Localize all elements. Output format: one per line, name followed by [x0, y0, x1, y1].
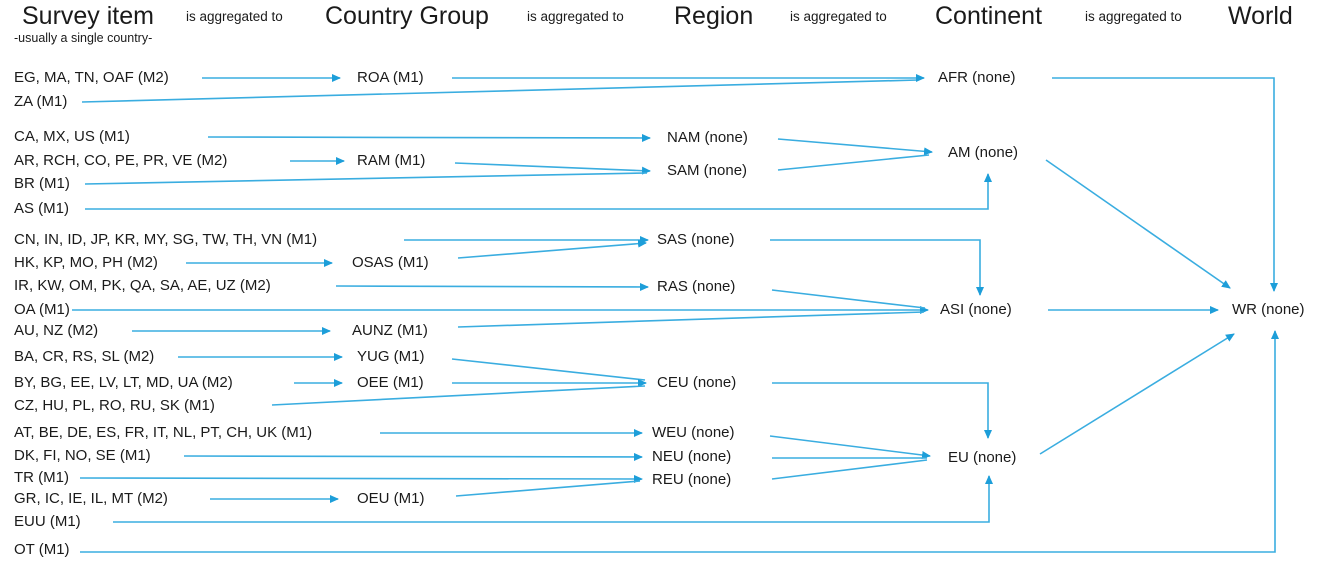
- region-neu: NEU (none): [652, 447, 734, 466]
- edge-ot-wr: [80, 330, 1279, 553]
- column-header-world: World: [1228, 2, 1293, 30]
- column-header-survey-item: Survey item: [22, 2, 154, 30]
- edge-br-sam: [84, 172, 648, 185]
- survey-item-cn-group: CN, IN, ID, JP, KR, MY, SG, TW, TH, VN (…: [14, 230, 320, 249]
- column-header-continent: Continent: [935, 2, 1043, 30]
- edge-osas-sas: [457, 239, 647, 259]
- country-group-yug: YUG (M1): [357, 347, 427, 366]
- country-group-osas: OSAS (M1): [352, 253, 431, 272]
- edge-dk-neu: [183, 452, 643, 461]
- survey-item-dk-fi-no-se: DK, FI, NO, SE (M1): [14, 446, 153, 465]
- aggregation-label-3: is aggregated to: [790, 9, 887, 24]
- continent-eu: EU (none): [948, 448, 1019, 467]
- edge-am-wr: [1045, 159, 1231, 289]
- edge-tr-reu: [79, 474, 643, 483]
- survey-item-oa: OA (M1): [14, 300, 72, 319]
- edge-ram-sam: [454, 162, 651, 175]
- world-wr: WR (none): [1232, 300, 1307, 319]
- survey-item-ba-cr-rs-sl: BA, CR, RS, SL (M2): [14, 347, 157, 366]
- country-group-ram: RAM (M1): [357, 151, 428, 170]
- country-group-oee: OEE (M1): [357, 373, 426, 392]
- edge-afr-wr: [1052, 77, 1278, 292]
- continent-asi: ASI (none): [940, 300, 1014, 319]
- survey-item-za: ZA (M1): [14, 92, 70, 111]
- survey-item-ir-group: IR, KW, OM, PK, QA, SA, AE, UZ (M2): [14, 276, 273, 295]
- aggregation-label-4: is aggregated to: [1085, 9, 1182, 24]
- survey-item-ca-mx-us: CA, MX, US (M1): [14, 127, 132, 146]
- survey-item-hk-kp-mo-ph: HK, KP, MO, PH (M2): [14, 253, 160, 272]
- column-header-survey-item-subtitle: -usually a single country-: [14, 31, 153, 45]
- survey-item-ar-rch-co-pe-pr-ve: AR, RCH, CO, PE, PR, VE (M2): [14, 151, 230, 170]
- edge-aunz-asi: [457, 311, 925, 328]
- region-sam: SAM (none): [667, 161, 750, 180]
- region-weu: WEU (none): [652, 423, 737, 442]
- column-header-region: Region: [674, 2, 754, 30]
- aggregation-label-2: is aggregated to: [527, 9, 624, 24]
- survey-item-at-group: AT, BE, DE, ES, FR, IT, NL, PT, CH, UK (…: [14, 423, 315, 442]
- region-ras: RAS (none): [657, 277, 738, 296]
- survey-item-tr: TR (M1): [14, 468, 71, 487]
- region-reu: REU (none): [652, 470, 734, 489]
- edge-eu-wr: [1039, 333, 1235, 455]
- survey-item-gr-ic-ie-il-mt: GR, IC, IE, IL, MT (M2): [14, 489, 170, 508]
- edge-yug-ceu: [451, 358, 646, 381]
- survey-item-cz-group: CZ, HU, PL, RO, RU, SK (M1): [14, 396, 217, 415]
- edge-ir-ras: [335, 282, 649, 291]
- survey-item-by-group: BY, BG, EE, LV, LT, MD, UA (M2): [14, 373, 235, 392]
- edge-nam-am: [777, 138, 933, 156]
- survey-item-as: AS (M1): [14, 199, 72, 218]
- edge-as-am: [85, 173, 992, 210]
- survey-item-br: BR (M1): [14, 174, 72, 193]
- column-header-country-group: Country Group: [325, 2, 489, 30]
- aggregation-label-1: is aggregated to: [186, 9, 283, 24]
- edge-za-afr: [81, 79, 919, 103]
- edge-ca-nam: [207, 133, 651, 142]
- region-ceu: CEU (none): [657, 373, 739, 392]
- edge-weu-eu: [769, 435, 931, 459]
- edge-reu-eu: [771, 459, 928, 480]
- continent-am: AM (none): [948, 143, 1021, 162]
- edge-ras-asi: [771, 289, 926, 309]
- country-group-aunz: AUNZ (M1): [352, 321, 430, 340]
- region-sas: SAS (none): [657, 230, 737, 249]
- edge-oeu-reu: [455, 480, 641, 497]
- survey-item-euu: EUU (M1): [14, 512, 83, 531]
- survey-item-au-nz: AU, NZ (M2): [14, 321, 101, 340]
- edge-cz-ceu: [271, 385, 646, 406]
- edge-ceu-eu: [772, 382, 992, 439]
- region-nam: NAM (none): [667, 128, 750, 147]
- survey-item-ot: OT (M1): [14, 540, 72, 559]
- country-group-oeu: OEU (M1): [357, 489, 427, 508]
- continent-afr: AFR (none): [938, 68, 1018, 87]
- survey-item-eg-ma-tn-oaf: EG, MA, TN, OAF (M2): [14, 68, 171, 87]
- country-group-roa: ROA (M1): [357, 68, 426, 87]
- edge-sas-asi: [770, 239, 984, 296]
- edge-sam-am: [777, 154, 930, 171]
- edge-euu-eu: [113, 475, 993, 523]
